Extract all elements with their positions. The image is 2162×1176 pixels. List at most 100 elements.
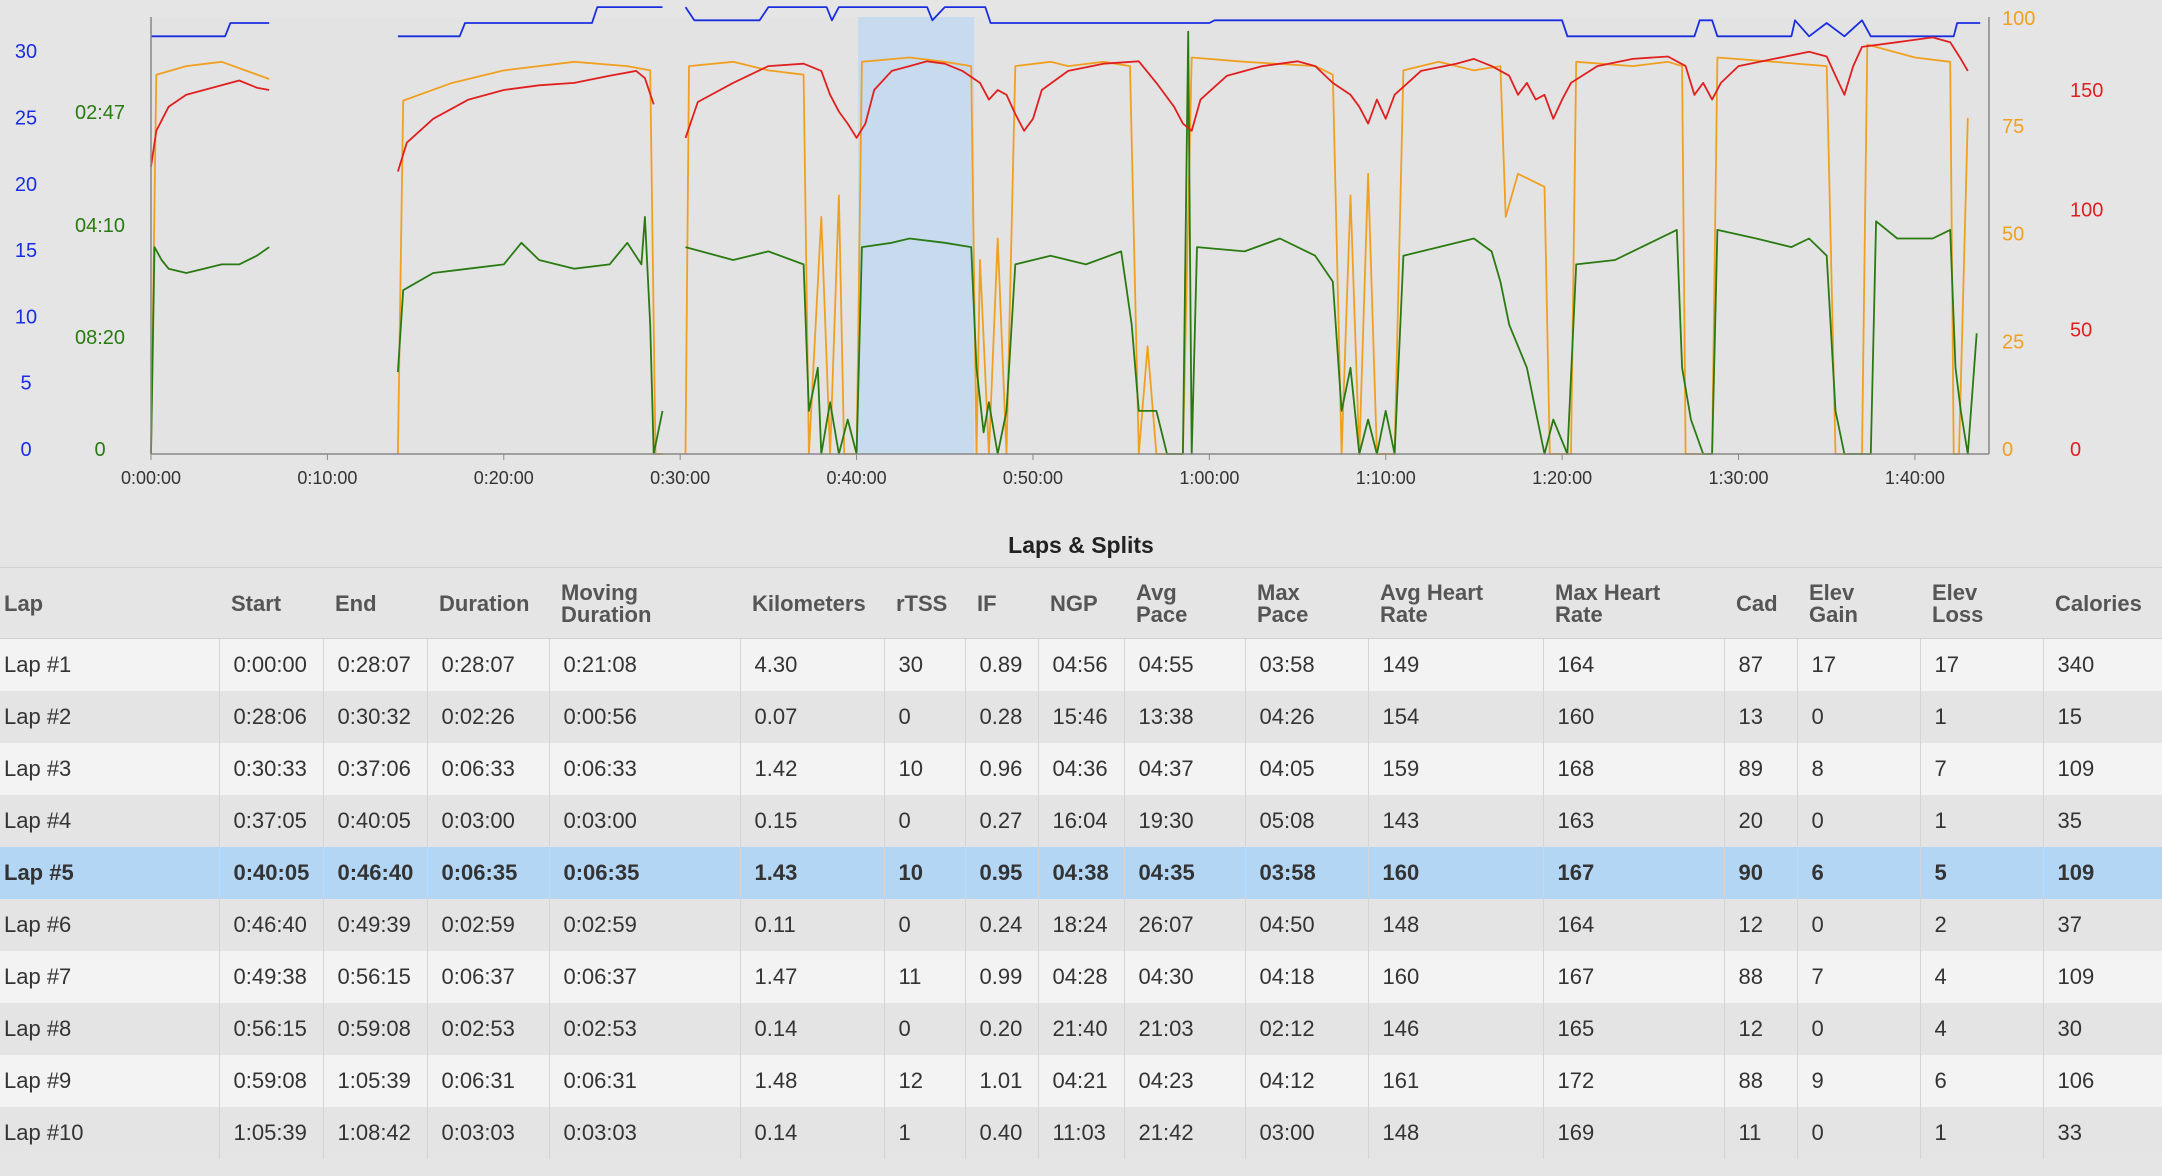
column-header-line2: Loss — [1932, 601, 1984, 627]
blue-axis-tick-label: 5 — [20, 373, 31, 395]
cell-avgpace: 13:38 — [1123, 691, 1245, 743]
cell-avghr: 159 — [1367, 743, 1543, 795]
x-tick-label: 0:30:00 — [650, 468, 710, 488]
column-header-line1: Kilometers — [752, 590, 866, 616]
cell-rtss: 0 — [883, 1003, 965, 1055]
cell-if: 0.27 — [964, 795, 1038, 847]
column-header-loss[interactable]: Elev Loss — [1920, 569, 2043, 639]
workout-chart-svg[interactable]: 0:00:00 0:10:00 0:20:00 0:30:00 0:40:00 0:50:… — [0, 0, 2162, 500]
column-header-end[interactable]: End — [323, 569, 427, 639]
column-header-if[interactable]: IF — [965, 569, 1038, 639]
column-header-km[interactable]: Kilometers — [740, 569, 884, 639]
lap-row[interactable]: Lap #4 0:37:05 0:40:05 0:03:00 0:03:00 0.15 0 0… — [0, 795, 2162, 847]
laps-splits-title: Laps & Splits — [0, 523, 2162, 568]
cell-cad: 12 — [1723, 1003, 1797, 1055]
cell-loss: 2 — [1919, 899, 2043, 951]
cell-gain: 0 — [1796, 899, 1920, 951]
green-axis-tick-label: 0 — [94, 439, 105, 461]
cell-maxhr: 163 — [1542, 795, 1724, 847]
laps-table: Lap Start End Duration Moving Duration Kilomet… — [0, 569, 2162, 1159]
cell-avghr: 143 — [1367, 795, 1543, 847]
cell-avghr: 146 — [1367, 1003, 1543, 1055]
cell-ngp: 04:38 — [1037, 847, 1124, 899]
column-header-gain[interactable]: Elev Gain — [1797, 569, 1920, 639]
cell-gain: 9 — [1796, 1055, 1920, 1107]
workout-chart[interactable]: 0:00:00 0:10:00 0:20:00 0:30:00 0:40:00 0:50:… — [0, 0, 2162, 500]
column-header-lap[interactable]: Lap — [0, 569, 219, 639]
cell-end: 0:28:07 — [322, 638, 427, 691]
column-header-line1: Avg Heart — [1380, 579, 1484, 605]
lap-row[interactable]: Lap #8 0:56:15 0:59:08 0:02:53 0:02:53 0.14 0 0… — [0, 1003, 2162, 1055]
column-header-start[interactable]: Start — [219, 569, 323, 639]
column-header-maxhr[interactable]: Max Heart Rate — [1543, 569, 1724, 639]
column-header-maxpace[interactable]: Max Pace — [1245, 569, 1368, 639]
column-header-line1: Start — [231, 590, 282, 616]
column-header-ngp[interactable]: NGP — [1038, 569, 1124, 639]
column-header-rtss[interactable]: rTSS — [884, 569, 965, 639]
lap-row[interactable]: Lap #1 0:00:00 0:28:07 0:28:07 0:21:08 4.30 30… — [0, 638, 2162, 691]
cell-end: 0:49:39 — [322, 899, 427, 951]
cell-maxhr: 165 — [1542, 1003, 1724, 1055]
cell-avgpace: 21:03 — [1123, 1003, 1245, 1055]
cell-start: 0:59:08 — [218, 1055, 323, 1107]
lap-row[interactable]: Lap #7 0:49:38 0:56:15 0:06:37 0:06:37 1.47 11… — [0, 951, 2162, 1003]
column-header-line2: Duration — [561, 601, 652, 627]
orange-axis-tick-label: 25 — [2002, 331, 2024, 353]
cell-maxpace: 02:12 — [1244, 1003, 1368, 1055]
column-header-cal[interactable]: Calories — [2043, 569, 2162, 639]
red-axis-tick-label: 100 — [2070, 200, 2103, 222]
cell-rtss: 0 — [883, 691, 965, 743]
column-header-line1: Lap — [4, 590, 44, 616]
cell-avgpace: 19:30 — [1123, 795, 1245, 847]
column-header-line1: Avg — [1136, 579, 1177, 605]
lap-row[interactable]: Lap #3 0:30:33 0:37:06 0:06:33 0:06:33 1.42 10… — [0, 743, 2162, 795]
cell-start: 0:00:00 — [218, 638, 323, 691]
cell-maxhr: 167 — [1542, 847, 1724, 899]
cell-avgpace: 04:37 — [1123, 743, 1245, 795]
column-header-duration[interactable]: Duration — [427, 569, 549, 639]
column-header-moving[interactable]: Moving Duration — [549, 569, 740, 639]
lap-row[interactable]: Lap #10 1:05:39 1:08:42 0:03:03 0:03:03 0.14 1… — [0, 1107, 2162, 1159]
lap-row[interactable]: Lap #2 0:28:06 0:30:32 0:02:26 0:00:56 0.07 0 0… — [0, 691, 2162, 743]
cell-cad: 89 — [1723, 743, 1797, 795]
cell-moving: 0:03:00 — [548, 795, 740, 847]
column-header-line2: Rate — [1555, 601, 1603, 627]
column-header-cad[interactable]: Cad — [1724, 569, 1797, 639]
cell-lap: Lap #4 — [0, 795, 219, 847]
cell-avghr: 148 — [1367, 1107, 1543, 1159]
x-tick-label: 0:50:00 — [1003, 468, 1063, 488]
column-header-avghr[interactable]: Avg Heart Rate — [1368, 569, 1543, 639]
cell-moving: 0:06:35 — [548, 847, 740, 899]
cell-maxhr: 168 — [1542, 743, 1724, 795]
cell-ngp: 04:56 — [1037, 638, 1124, 691]
red-axis-tick-label: 0 — [2070, 439, 2081, 461]
column-header-line1: Moving — [561, 579, 638, 605]
cell-if: 0.99 — [964, 951, 1038, 1003]
orange-axis-tick-label: 100 — [2002, 8, 2035, 30]
lap-row[interactable]: Lap #9 0:59:08 1:05:39 0:06:31 0:06:31 1.48 12… — [0, 1055, 2162, 1107]
cell-duration: 0:06:35 — [426, 847, 549, 899]
orange-axis-tick-label: 50 — [2002, 224, 2024, 246]
cell-lap: Lap #6 — [0, 899, 219, 951]
lap-row[interactable]: Lap #5 0:40:05 0:46:40 0:06:35 0:06:35 1.43 10… — [0, 847, 2162, 899]
cell-start: 0:40:05 — [218, 847, 323, 899]
cell-rtss: 30 — [883, 638, 965, 691]
cell-rtss: 0 — [883, 899, 965, 951]
cell-avghr: 160 — [1367, 951, 1543, 1003]
lap-row[interactable]: Lap #6 0:46:40 0:49:39 0:02:59 0:02:59 0.11 0 0… — [0, 899, 2162, 951]
column-header-avgpace[interactable]: Avg Pace — [1124, 569, 1245, 639]
cell-end: 0:56:15 — [322, 951, 427, 1003]
column-header-line1: IF — [977, 590, 997, 616]
cell-rtss: 10 — [883, 743, 965, 795]
laps-header-row: Lap Start End Duration Moving Duration Kilomet… — [0, 569, 2162, 639]
green-axis-tick-label: 02:47 — [75, 102, 125, 124]
cell-end: 0:30:32 — [322, 691, 427, 743]
green-axis-tick-label: 08:20 — [75, 327, 125, 349]
column-header-line2: Gain — [1809, 601, 1858, 627]
blue-axis-tick-label: 25 — [15, 107, 37, 129]
cell-cal: 37 — [2042, 899, 2162, 951]
cell-end: 0:37:06 — [322, 743, 427, 795]
cell-moving: 0:03:03 — [548, 1107, 740, 1159]
cell-ngp: 11:03 — [1037, 1107, 1124, 1159]
cell-cal: 109 — [2042, 743, 2162, 795]
